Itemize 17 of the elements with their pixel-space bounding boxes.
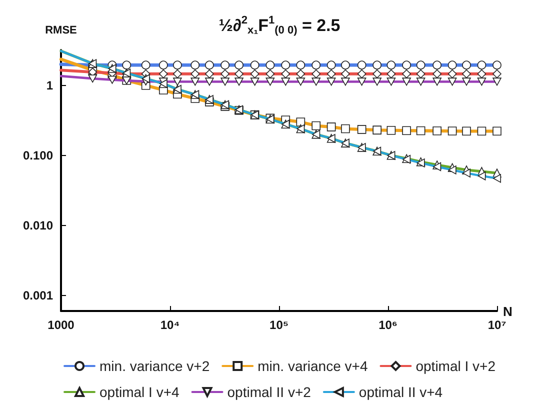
x-tick-label: 1000 [48,318,75,332]
legend-label: optimal II v+4 [358,384,443,400]
y-axis-title: RMSE [45,24,77,36]
x-tick-label: 10⁶ [378,318,398,332]
x-tick-label: 10⁷ [488,318,506,332]
legend-label: min. variance v+2 [100,358,210,374]
legend-label: optimal II v+2 [227,384,312,400]
legend-label: optimal I v+4 [100,384,180,400]
y-tick-label: 0.100 [22,148,54,162]
x-tick-label: 10⁴ [160,318,180,332]
y-tick-label: 0.010 [22,218,54,232]
x-tick-label: 10⁵ [270,318,288,332]
y-tick-label: 0.001 [22,288,54,302]
x-axis-title: N [503,304,512,319]
legend-label: optimal I v+2 [416,358,496,374]
legend-label: min. variance v+4 [258,358,368,374]
y-tick-label: 1 [46,78,54,92]
